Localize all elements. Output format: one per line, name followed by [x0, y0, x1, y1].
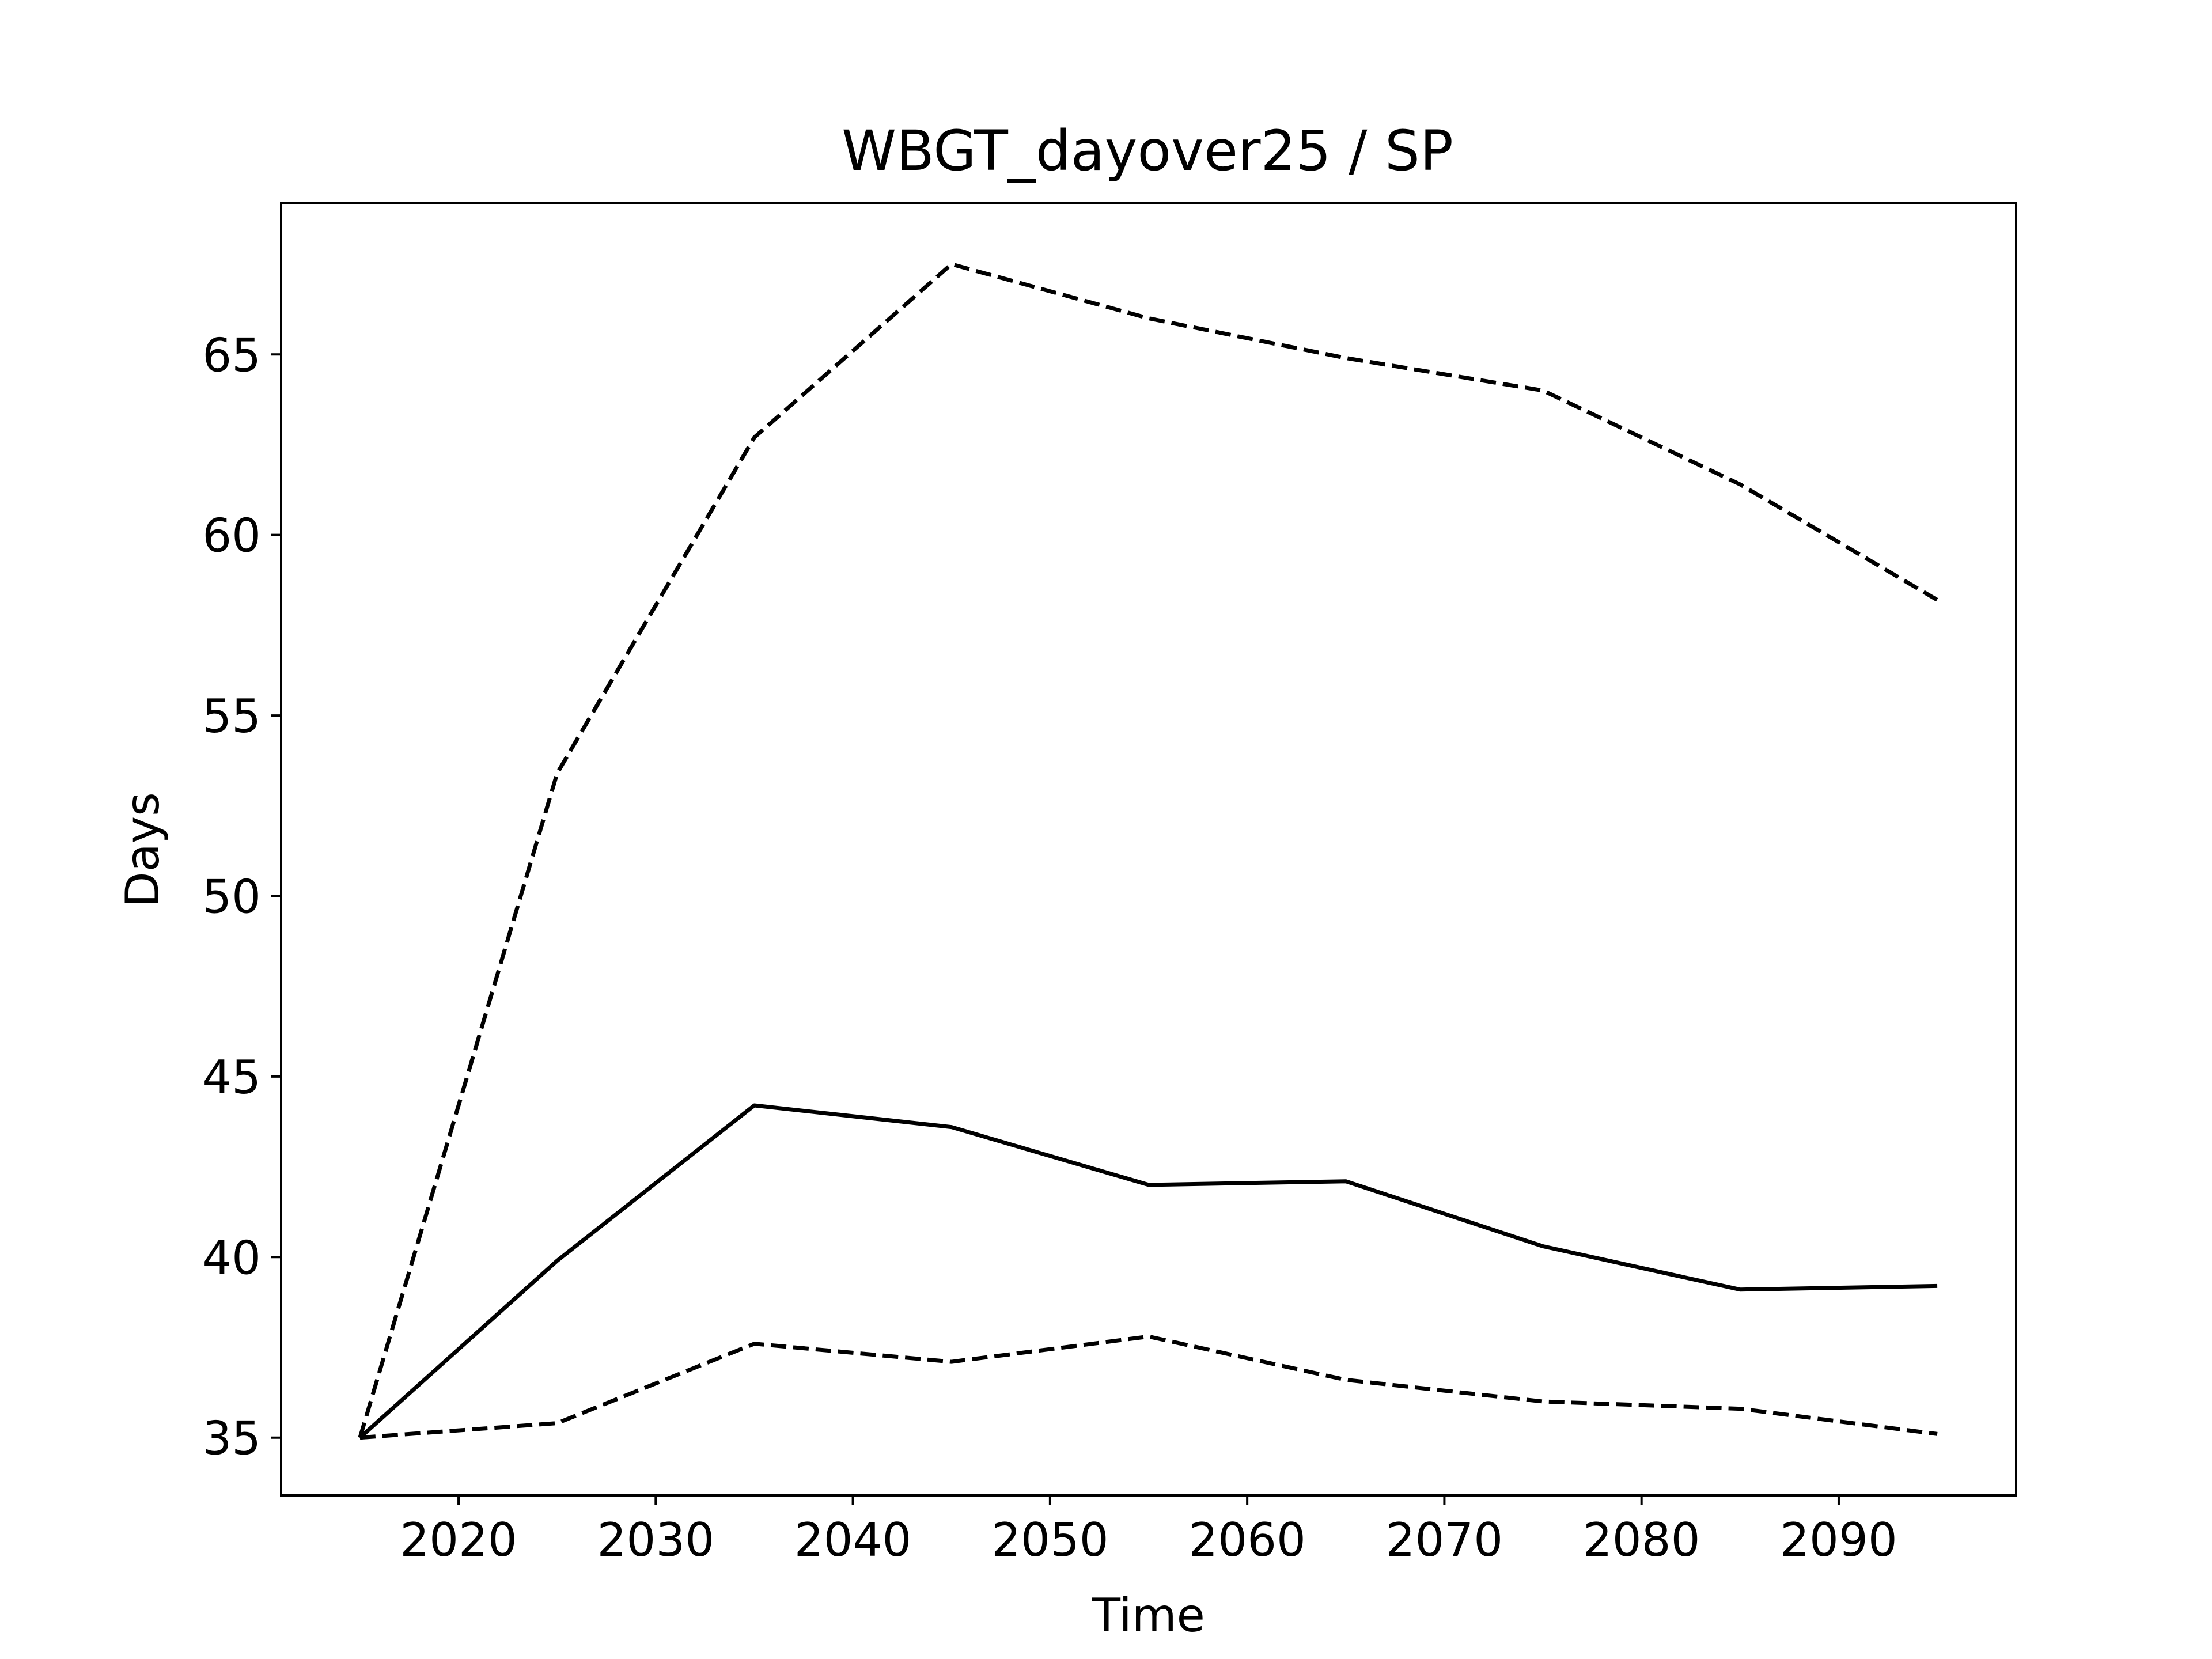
x-tick-label: 2040: [794, 1513, 912, 1567]
x-tick-label: 2050: [991, 1513, 1109, 1567]
x-tick-label: 2090: [1780, 1513, 1897, 1567]
y-tick-label: 40: [202, 1231, 261, 1285]
series-line-1: [358, 262, 1938, 1438]
y-tick-label: 50: [202, 870, 261, 923]
series-group: [358, 262, 1938, 1440]
x-tick-label: 2030: [597, 1513, 715, 1567]
series-line-2: [358, 1103, 1938, 1440]
x-axis: 2020 2030 2040 2050 2060 2070 2080 2090: [400, 1495, 1897, 1567]
x-tick-label: 2060: [1188, 1513, 1306, 1567]
plot-area: [280, 202, 2017, 1497]
x-tick-label: 2080: [1583, 1513, 1700, 1567]
y-tick-label: 55: [202, 690, 261, 743]
y-tick-label: 60: [202, 509, 261, 563]
y-axis-label: Days: [116, 792, 169, 907]
series-line-3: [359, 1334, 1938, 1440]
x-tick-label: 2070: [1386, 1513, 1503, 1567]
y-tick-label: 45: [202, 1051, 261, 1104]
plot-frame: [280, 202, 2017, 1497]
x-tick-label: 2020: [400, 1513, 517, 1567]
y-axis: 35 40 45 50 55 60 65: [202, 328, 281, 1465]
y-tick-label: 35: [202, 1412, 261, 1465]
x-axis-label: Time: [1092, 1589, 1205, 1642]
chart-title: WBGT_dayover25 / SP: [842, 119, 1453, 183]
y-tick-label: 65: [202, 328, 261, 382]
